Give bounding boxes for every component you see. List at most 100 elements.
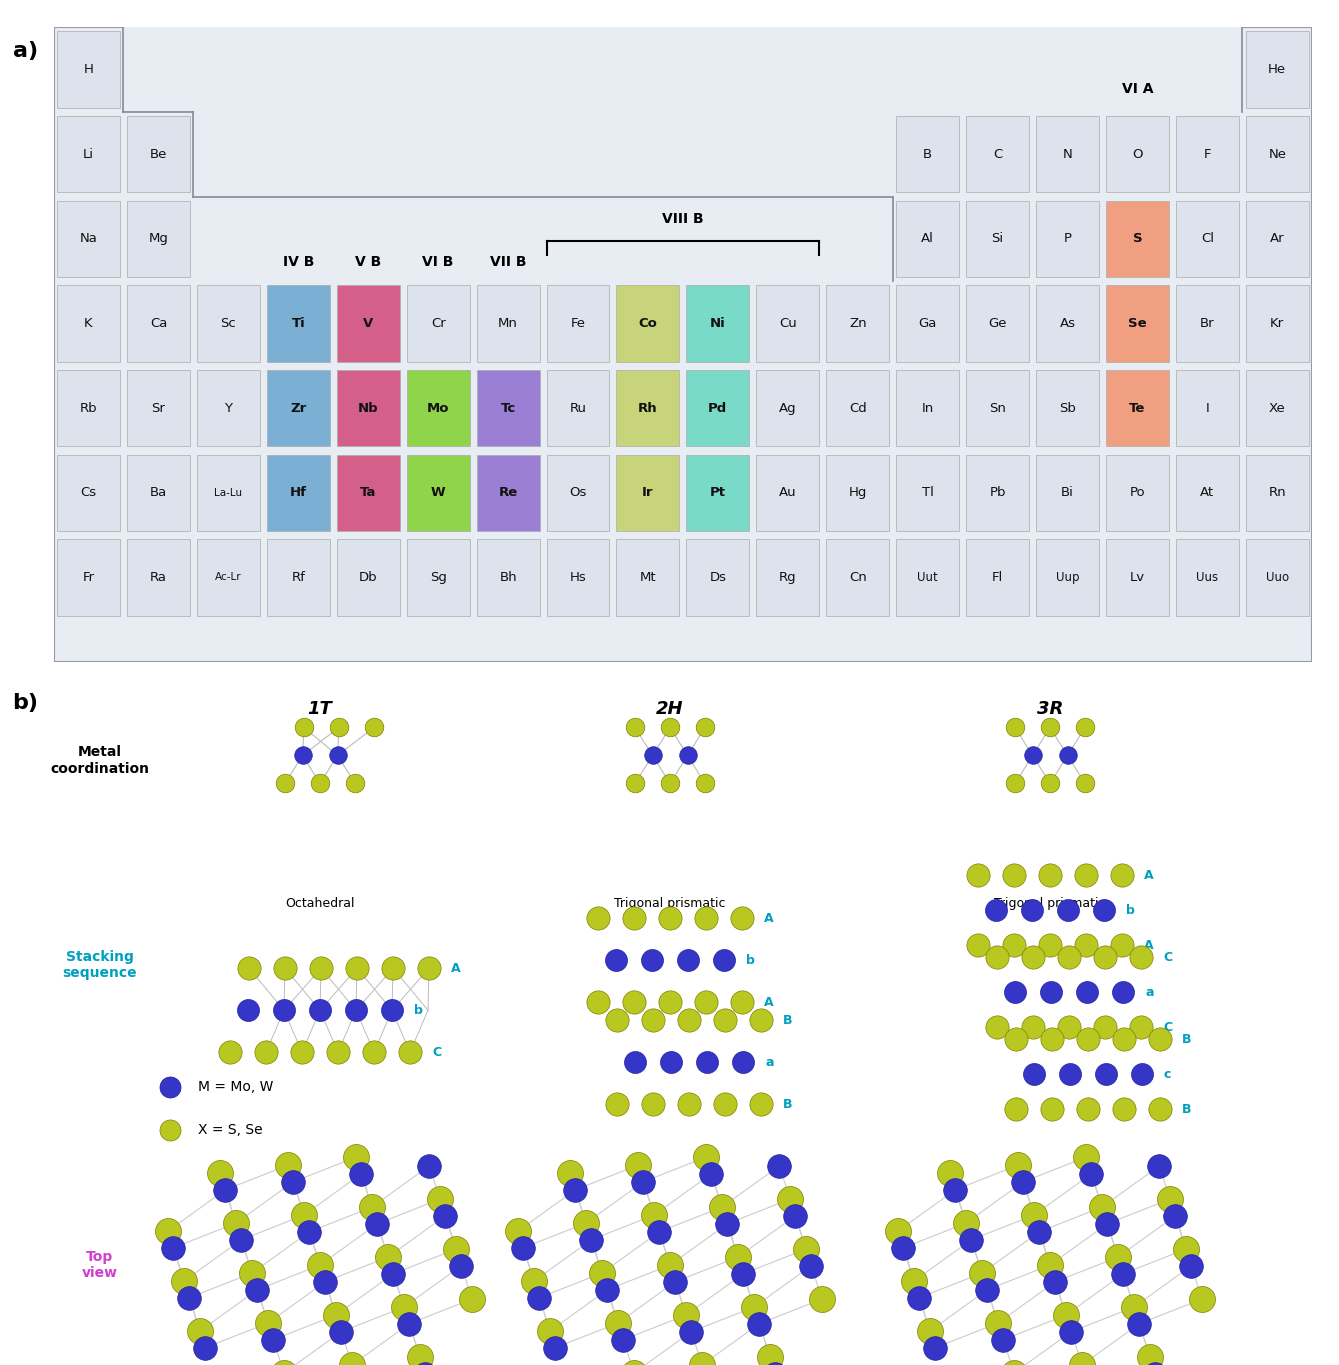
Bar bbox=[1106, 455, 1169, 531]
Text: Rn: Rn bbox=[1268, 486, 1285, 500]
Point bbox=[909, 1287, 931, 1309]
Point bbox=[257, 1312, 279, 1334]
Bar bbox=[407, 370, 470, 446]
Point bbox=[345, 999, 367, 1021]
Point bbox=[507, 1220, 529, 1242]
Bar bbox=[1176, 370, 1239, 446]
Point bbox=[1113, 981, 1134, 1003]
Bar bbox=[893, 27, 963, 112]
Text: Sr: Sr bbox=[151, 401, 166, 415]
Point bbox=[711, 1196, 732, 1218]
Text: Pt: Pt bbox=[710, 486, 726, 500]
Text: b: b bbox=[746, 954, 755, 966]
Text: Tc: Tc bbox=[501, 401, 516, 415]
Point bbox=[624, 717, 645, 738]
Bar bbox=[127, 370, 190, 446]
Point bbox=[581, 1228, 603, 1250]
Text: Sb: Sb bbox=[1059, 401, 1077, 415]
Text: Uuo: Uuo bbox=[1265, 571, 1289, 584]
Point bbox=[513, 1237, 534, 1259]
Point bbox=[696, 1051, 718, 1073]
Text: Cr: Cr bbox=[431, 317, 446, 330]
Text: Uus: Uus bbox=[1196, 571, 1218, 584]
Point bbox=[237, 999, 258, 1021]
Text: Ds: Ds bbox=[710, 571, 726, 584]
Text: Na: Na bbox=[79, 232, 98, 246]
Point bbox=[1006, 1028, 1027, 1050]
Point bbox=[992, 1328, 1014, 1350]
Point bbox=[605, 950, 627, 972]
Text: H: H bbox=[83, 63, 94, 76]
Point bbox=[695, 991, 716, 1013]
Text: Te: Te bbox=[1129, 401, 1146, 415]
Point bbox=[632, 1171, 653, 1193]
Point bbox=[967, 864, 988, 886]
Bar bbox=[967, 285, 1030, 362]
Bar bbox=[822, 27, 893, 112]
Point bbox=[939, 1162, 960, 1183]
Point bbox=[1004, 773, 1026, 794]
Bar bbox=[58, 455, 121, 531]
Text: b: b bbox=[1126, 904, 1135, 917]
Point bbox=[1022, 1017, 1043, 1039]
Bar bbox=[687, 539, 750, 616]
Text: Hs: Hs bbox=[569, 571, 586, 584]
Point bbox=[641, 950, 663, 972]
Bar bbox=[1176, 455, 1239, 531]
Text: Fl: Fl bbox=[992, 571, 1003, 584]
Text: Rb: Rb bbox=[80, 401, 98, 415]
Point bbox=[311, 957, 332, 979]
Text: F: F bbox=[1204, 147, 1210, 161]
Text: Db: Db bbox=[359, 571, 378, 584]
Point bbox=[588, 991, 609, 1013]
Text: Ti: Ti bbox=[292, 317, 305, 330]
Bar bbox=[123, 27, 193, 112]
Point bbox=[588, 908, 609, 930]
Point bbox=[540, 1320, 561, 1342]
Text: VI B: VI B bbox=[423, 255, 454, 269]
Point bbox=[648, 1220, 670, 1242]
Point bbox=[363, 717, 384, 738]
Point bbox=[309, 773, 331, 794]
Bar bbox=[337, 285, 400, 362]
Bar bbox=[1245, 116, 1308, 192]
Point bbox=[1113, 1028, 1134, 1050]
Bar bbox=[896, 455, 959, 531]
Point bbox=[1042, 1028, 1063, 1050]
Bar bbox=[616, 455, 679, 531]
Point bbox=[624, 773, 645, 794]
Point bbox=[292, 744, 313, 766]
Point bbox=[675, 1304, 696, 1325]
Text: Ca: Ca bbox=[150, 317, 167, 330]
Point bbox=[367, 1213, 388, 1235]
Bar bbox=[896, 116, 959, 192]
Text: Kr: Kr bbox=[1271, 317, 1284, 330]
Bar bbox=[687, 285, 750, 362]
Point bbox=[1123, 1297, 1145, 1319]
Bar bbox=[127, 455, 190, 531]
Point bbox=[173, 1271, 194, 1293]
Point bbox=[309, 1254, 331, 1276]
Point bbox=[565, 1179, 586, 1201]
Point bbox=[1004, 717, 1026, 738]
Bar bbox=[193, 27, 264, 112]
Bar bbox=[193, 112, 264, 197]
Bar bbox=[266, 370, 329, 446]
Text: Li: Li bbox=[83, 147, 94, 161]
Bar bbox=[1245, 31, 1308, 108]
Text: Cs: Cs bbox=[80, 486, 96, 500]
Point bbox=[716, 1213, 738, 1235]
Point bbox=[1176, 1238, 1197, 1260]
Bar bbox=[337, 455, 400, 531]
Text: C: C bbox=[994, 147, 1002, 161]
Point bbox=[732, 1051, 754, 1073]
Point bbox=[256, 1041, 277, 1063]
Point bbox=[987, 946, 1008, 968]
Text: O: O bbox=[1133, 147, 1142, 161]
Text: Ge: Ge bbox=[988, 317, 1007, 330]
Bar bbox=[127, 116, 190, 192]
Text: Mg: Mg bbox=[149, 232, 169, 246]
Point bbox=[220, 1041, 241, 1063]
Point bbox=[1192, 1289, 1213, 1310]
Point bbox=[273, 1362, 295, 1365]
